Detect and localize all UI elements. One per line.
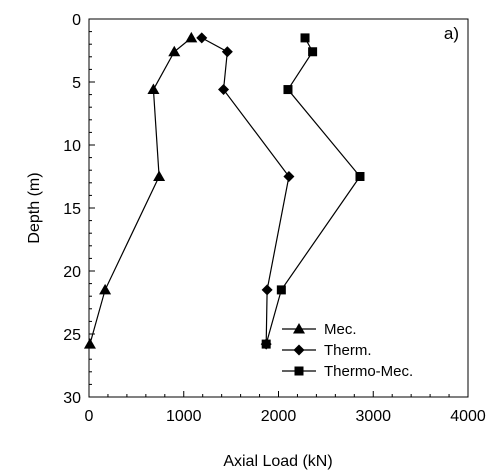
data-point-diamond — [283, 171, 295, 182]
x-tick-label: 4000 — [450, 408, 486, 425]
x-tick-label: 2000 — [261, 408, 297, 425]
series-therm — [196, 32, 295, 350]
legend: Mec. Therm. Thermo-Mec. — [282, 321, 413, 380]
x-axis-title: Axial Load (kN) — [223, 453, 332, 470]
series-layer — [83, 31, 365, 350]
series-line — [201, 37, 290, 345]
series-line — [265, 37, 361, 345]
legend-item: Thermo-Mec. — [282, 363, 413, 380]
y-tick-label: 20 — [63, 264, 81, 281]
y-tick-label: 5 — [72, 75, 81, 92]
data-point-square — [308, 47, 318, 57]
legend-label: Mec. — [324, 321, 357, 338]
data-point-triangle — [147, 83, 160, 95]
legend-item: Mec. — [282, 321, 357, 338]
data-point-square — [261, 339, 271, 349]
y-tick-label: 25 — [63, 327, 81, 344]
data-point-square — [300, 33, 310, 43]
x-tick-label: 1000 — [166, 408, 202, 425]
legend-label: Therm. — [324, 342, 372, 359]
series-thermo-mec — [261, 33, 365, 349]
series-line — [89, 37, 192, 345]
y-tick-label: 30 — [63, 390, 81, 407]
y-tick-label: 10 — [63, 138, 81, 155]
data-point-diamond — [196, 32, 208, 44]
y-axis-ticks: 0 5 10 15 20 25 30 — [63, 12, 95, 407]
data-point-square — [283, 85, 293, 95]
panel-label: a) — [444, 24, 459, 43]
data-point-square — [355, 172, 365, 181]
x-axis-ticks: 0 1000 2000 3000 4000 — [85, 391, 486, 425]
data-point-diamond — [221, 46, 233, 58]
x-tick-label: 3000 — [355, 408, 391, 425]
data-point-triangle — [83, 338, 96, 349]
data-point-triangle — [99, 283, 112, 295]
data-point-triangle — [185, 31, 198, 43]
data-point-triangle — [168, 45, 181, 57]
x-tick-label: 0 — [85, 408, 94, 425]
series-mec — [83, 31, 198, 349]
legend-label: Thermo-Mec. — [324, 363, 413, 380]
y-tick-label: 0 — [72, 12, 81, 29]
data-point-triangle — [153, 170, 166, 181]
y-tick-label: 15 — [63, 201, 81, 218]
data-point-square — [276, 285, 286, 295]
data-point-diamond — [218, 84, 230, 96]
legend-marker-square — [294, 366, 304, 376]
plot-frame — [88, 18, 469, 398]
legend-item: Therm. — [282, 342, 372, 359]
legend-marker-diamond — [293, 344, 305, 356]
legend-marker-triangle — [293, 323, 305, 334]
y-axis-title: Depth (m) — [26, 172, 43, 243]
data-point-diamond — [261, 284, 273, 296]
